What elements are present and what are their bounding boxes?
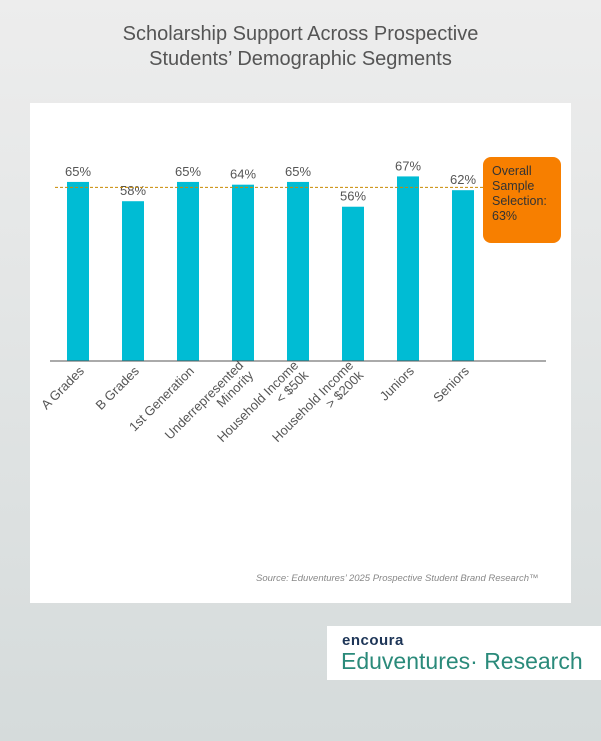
category-label: Juniors [377, 363, 418, 404]
chart-title: Scholarship Support Across Prospective S… [0, 22, 601, 72]
value-label: 65% [175, 164, 201, 179]
source-note: Source: Eduventures’ 2025 Prospective St… [256, 573, 539, 584]
category-label: Seniors [430, 363, 472, 405]
value-label: 65% [65, 164, 91, 179]
category-label: A Grades [38, 363, 87, 412]
value-label: 67% [395, 158, 421, 173]
bar [452, 190, 474, 361]
category-label: B Grades [93, 363, 143, 413]
value-label: 56% [340, 189, 366, 204]
encoura-logo: encoura [342, 632, 404, 649]
bar [177, 181, 199, 361]
reference-annotation: Overall Sample Selection: 63% [483, 157, 561, 243]
bar [287, 181, 309, 361]
value-label: 62% [450, 172, 476, 187]
bar [67, 181, 89, 361]
bar [342, 206, 364, 361]
eduventures-logo: Eduventures· Research [341, 648, 583, 674]
logo: encoura Eduventures· Research [327, 626, 601, 680]
value-label: 58% [120, 183, 146, 198]
value-label: 65% [285, 164, 311, 179]
bar [122, 201, 144, 361]
bar [232, 184, 254, 361]
bar [397, 176, 419, 361]
value-label: 64% [230, 167, 256, 182]
title-line-1: Scholarship Support Across Prospective [122, 23, 479, 45]
title-line-2: Students’ Demographic Segments [149, 48, 452, 70]
